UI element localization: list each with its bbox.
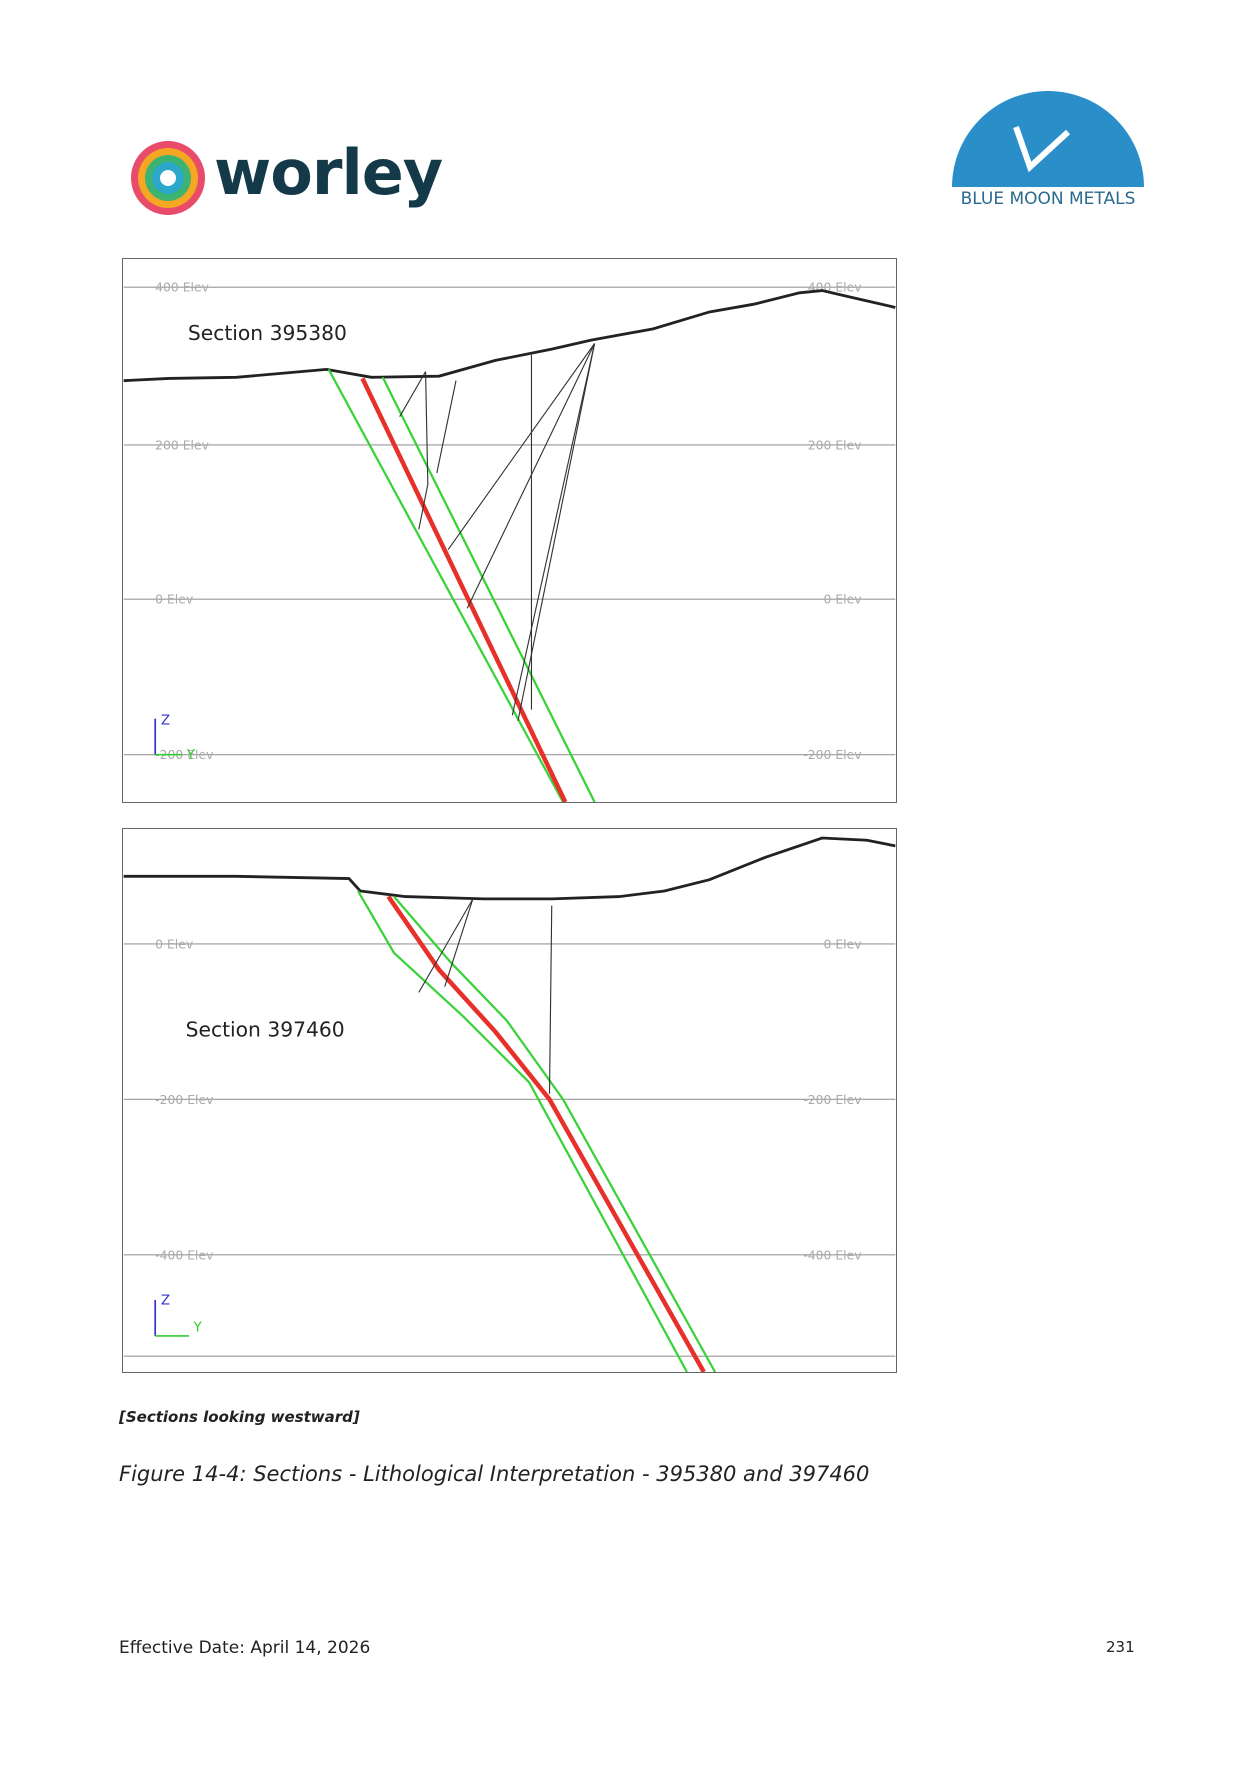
caption: Figure 14-4: Sections - Lithological Int…	[119, 1462, 870, 1486]
note: [Sections looking westward]	[119, 1408, 360, 1426]
section-label: Section 397460	[186, 1017, 345, 1041]
blue-moon-text: BLUE MOON METALS	[961, 189, 1136, 209]
elev-label: -200 Elev	[155, 1092, 213, 1107]
elev-label: 0 Elev	[824, 592, 862, 607]
axis-y: Y	[193, 1319, 203, 1335]
section-label: Section 395380	[188, 321, 347, 345]
elev-label: 0 Elev	[155, 936, 193, 951]
axis-y: Y	[186, 747, 196, 763]
elev-label: -200 Elev	[803, 1092, 861, 1107]
elev-label: -400 Elev	[803, 1247, 861, 1262]
elev-label: -200 Elev	[803, 747, 861, 762]
footer-date: Effective Date: April 14, 2026	[119, 1638, 371, 1658]
axis-z: Z	[161, 712, 170, 728]
worley-mark	[131, 141, 205, 215]
elev-label: -400 Elev	[155, 1247, 213, 1262]
elev-label: 200 Elev	[808, 437, 862, 452]
elev-label: 0 Elev	[155, 592, 193, 607]
elev-label: 400 Elev	[155, 280, 209, 295]
blue-moon-logo: BLUE MOON METALS	[952, 91, 1144, 209]
section-drawing: 400 Elev 400 Elev 200 Elev 200 Elev 0 El…	[123, 280, 896, 803]
worley-logo-text: worley	[214, 136, 443, 209]
elev-label: 0 Elev	[824, 936, 862, 951]
section-panel: 400 Elev 400 Elev 200 Elev 200 Elev 0 El…	[122, 258, 897, 803]
section-drawing: 0 Elev 0 Elev -200 Elev -200 Elev -400 E…	[123, 836, 896, 1374]
axis-z: Z	[161, 1292, 170, 1308]
elev-label: 200 Elev	[155, 437, 209, 452]
elev-label: -200 Elev	[155, 747, 213, 762]
section-panel: 0 Elev 0 Elev -200 Elev -200 Elev -400 E…	[122, 828, 897, 1374]
page-number: 231	[1106, 1638, 1135, 1656]
